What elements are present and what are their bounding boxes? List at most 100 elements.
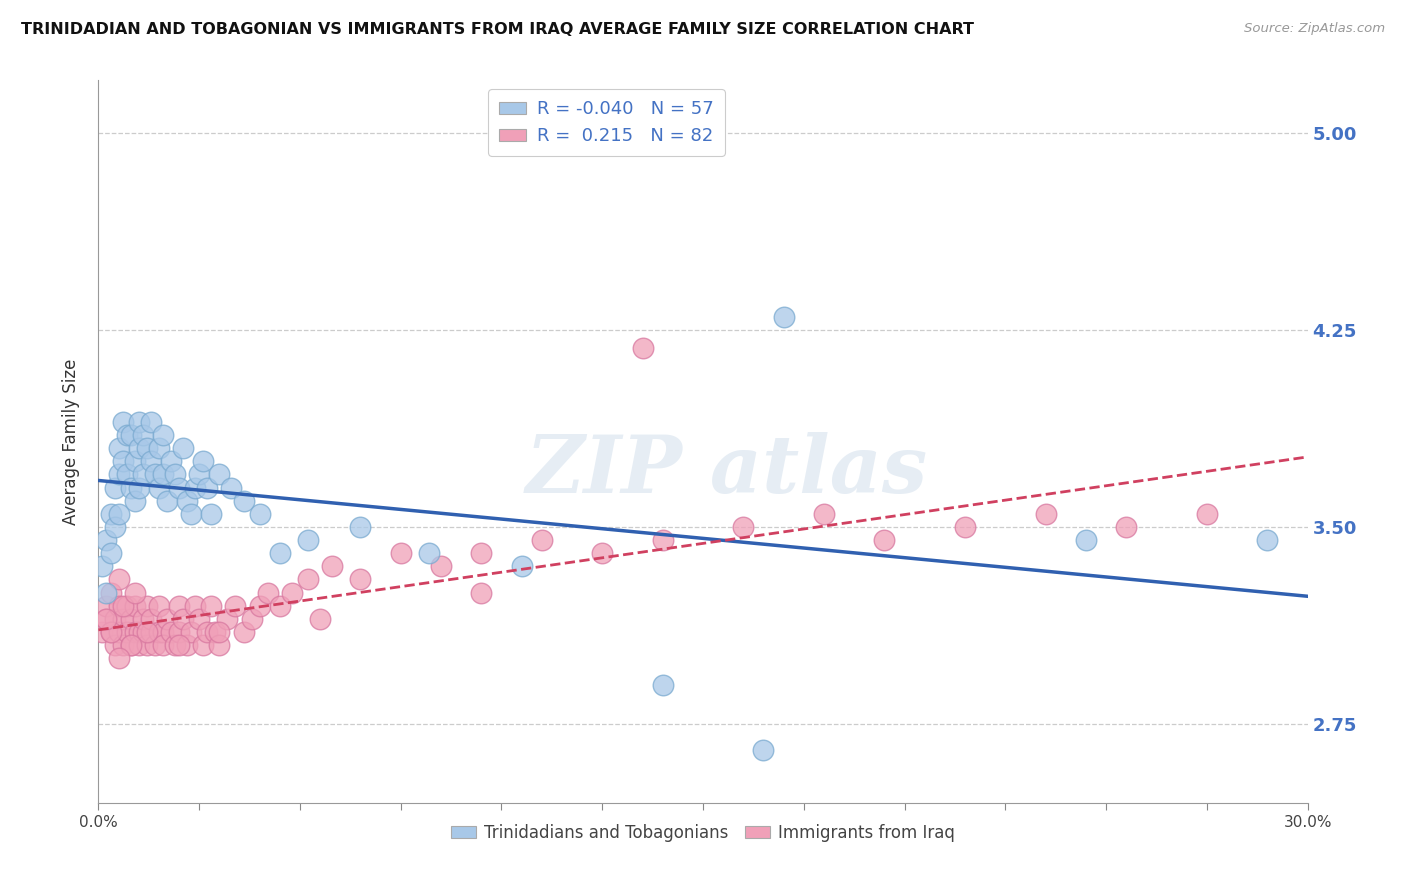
Point bbox=[249, 599, 271, 613]
Point bbox=[156, 493, 179, 508]
Point bbox=[510, 559, 533, 574]
Point bbox=[163, 467, 186, 482]
Point bbox=[195, 481, 218, 495]
Point bbox=[224, 599, 246, 613]
Point bbox=[132, 612, 155, 626]
Point bbox=[733, 520, 755, 534]
Point bbox=[91, 559, 114, 574]
Point bbox=[148, 599, 170, 613]
Point bbox=[139, 415, 162, 429]
Point bbox=[115, 625, 138, 640]
Point bbox=[184, 481, 207, 495]
Point bbox=[107, 507, 129, 521]
Point bbox=[349, 520, 371, 534]
Point bbox=[124, 599, 146, 613]
Point bbox=[180, 625, 202, 640]
Point bbox=[100, 625, 122, 640]
Point bbox=[100, 546, 122, 560]
Point bbox=[100, 625, 122, 640]
Point bbox=[148, 625, 170, 640]
Point bbox=[418, 546, 440, 560]
Point bbox=[1195, 507, 1218, 521]
Point bbox=[128, 415, 150, 429]
Point bbox=[309, 612, 332, 626]
Point bbox=[132, 467, 155, 482]
Point bbox=[269, 599, 291, 613]
Point bbox=[96, 599, 118, 613]
Point bbox=[152, 638, 174, 652]
Point bbox=[193, 454, 215, 468]
Point bbox=[143, 467, 166, 482]
Point bbox=[152, 467, 174, 482]
Point bbox=[256, 585, 278, 599]
Point bbox=[111, 638, 134, 652]
Point bbox=[297, 573, 319, 587]
Point bbox=[195, 625, 218, 640]
Point bbox=[100, 507, 122, 521]
Point bbox=[167, 599, 190, 613]
Point bbox=[115, 467, 138, 482]
Legend: Trinidadians and Tobagonians, Immigrants from Iraq: Trinidadians and Tobagonians, Immigrants… bbox=[444, 817, 962, 848]
Point bbox=[217, 612, 239, 626]
Point bbox=[128, 625, 150, 640]
Text: TRINIDADIAN AND TOBAGONIAN VS IMMIGRANTS FROM IRAQ AVERAGE FAMILY SIZE CORRELATI: TRINIDADIAN AND TOBAGONIAN VS IMMIGRANTS… bbox=[21, 22, 974, 37]
Text: Source: ZipAtlas.com: Source: ZipAtlas.com bbox=[1244, 22, 1385, 36]
Point bbox=[132, 428, 155, 442]
Point bbox=[321, 559, 343, 574]
Point bbox=[103, 520, 125, 534]
Point bbox=[107, 441, 129, 455]
Point bbox=[156, 612, 179, 626]
Point bbox=[135, 599, 157, 613]
Point bbox=[430, 559, 453, 574]
Point bbox=[249, 507, 271, 521]
Point bbox=[96, 533, 118, 547]
Point bbox=[208, 625, 231, 640]
Point bbox=[120, 612, 142, 626]
Point bbox=[120, 638, 142, 652]
Point bbox=[281, 585, 304, 599]
Point bbox=[107, 467, 129, 482]
Point bbox=[176, 493, 198, 508]
Point bbox=[813, 507, 835, 521]
Point bbox=[132, 625, 155, 640]
Point bbox=[135, 625, 157, 640]
Point bbox=[1074, 533, 1097, 547]
Point bbox=[96, 612, 118, 626]
Point bbox=[389, 546, 412, 560]
Point bbox=[651, 533, 673, 547]
Point bbox=[160, 454, 183, 468]
Point bbox=[135, 638, 157, 652]
Point bbox=[772, 310, 794, 324]
Point bbox=[297, 533, 319, 547]
Point bbox=[1256, 533, 1278, 547]
Point bbox=[128, 441, 150, 455]
Point bbox=[240, 612, 263, 626]
Point bbox=[470, 585, 492, 599]
Point bbox=[128, 481, 150, 495]
Point bbox=[470, 546, 492, 560]
Point bbox=[152, 625, 174, 640]
Point bbox=[221, 481, 243, 495]
Point bbox=[103, 481, 125, 495]
Point bbox=[107, 651, 129, 665]
Point bbox=[107, 599, 129, 613]
Point bbox=[200, 507, 222, 521]
Point bbox=[232, 625, 254, 640]
Point bbox=[208, 467, 231, 482]
Point bbox=[188, 467, 211, 482]
Point bbox=[103, 638, 125, 652]
Point bbox=[139, 454, 162, 468]
Point bbox=[124, 625, 146, 640]
Point bbox=[111, 454, 134, 468]
Point bbox=[124, 454, 146, 468]
Point bbox=[103, 612, 125, 626]
Point bbox=[107, 625, 129, 640]
Point bbox=[269, 546, 291, 560]
Text: ZIP atlas: ZIP atlas bbox=[526, 432, 928, 509]
Point bbox=[128, 638, 150, 652]
Point bbox=[100, 585, 122, 599]
Point bbox=[167, 481, 190, 495]
Point bbox=[163, 638, 186, 652]
Point bbox=[111, 415, 134, 429]
Point bbox=[188, 612, 211, 626]
